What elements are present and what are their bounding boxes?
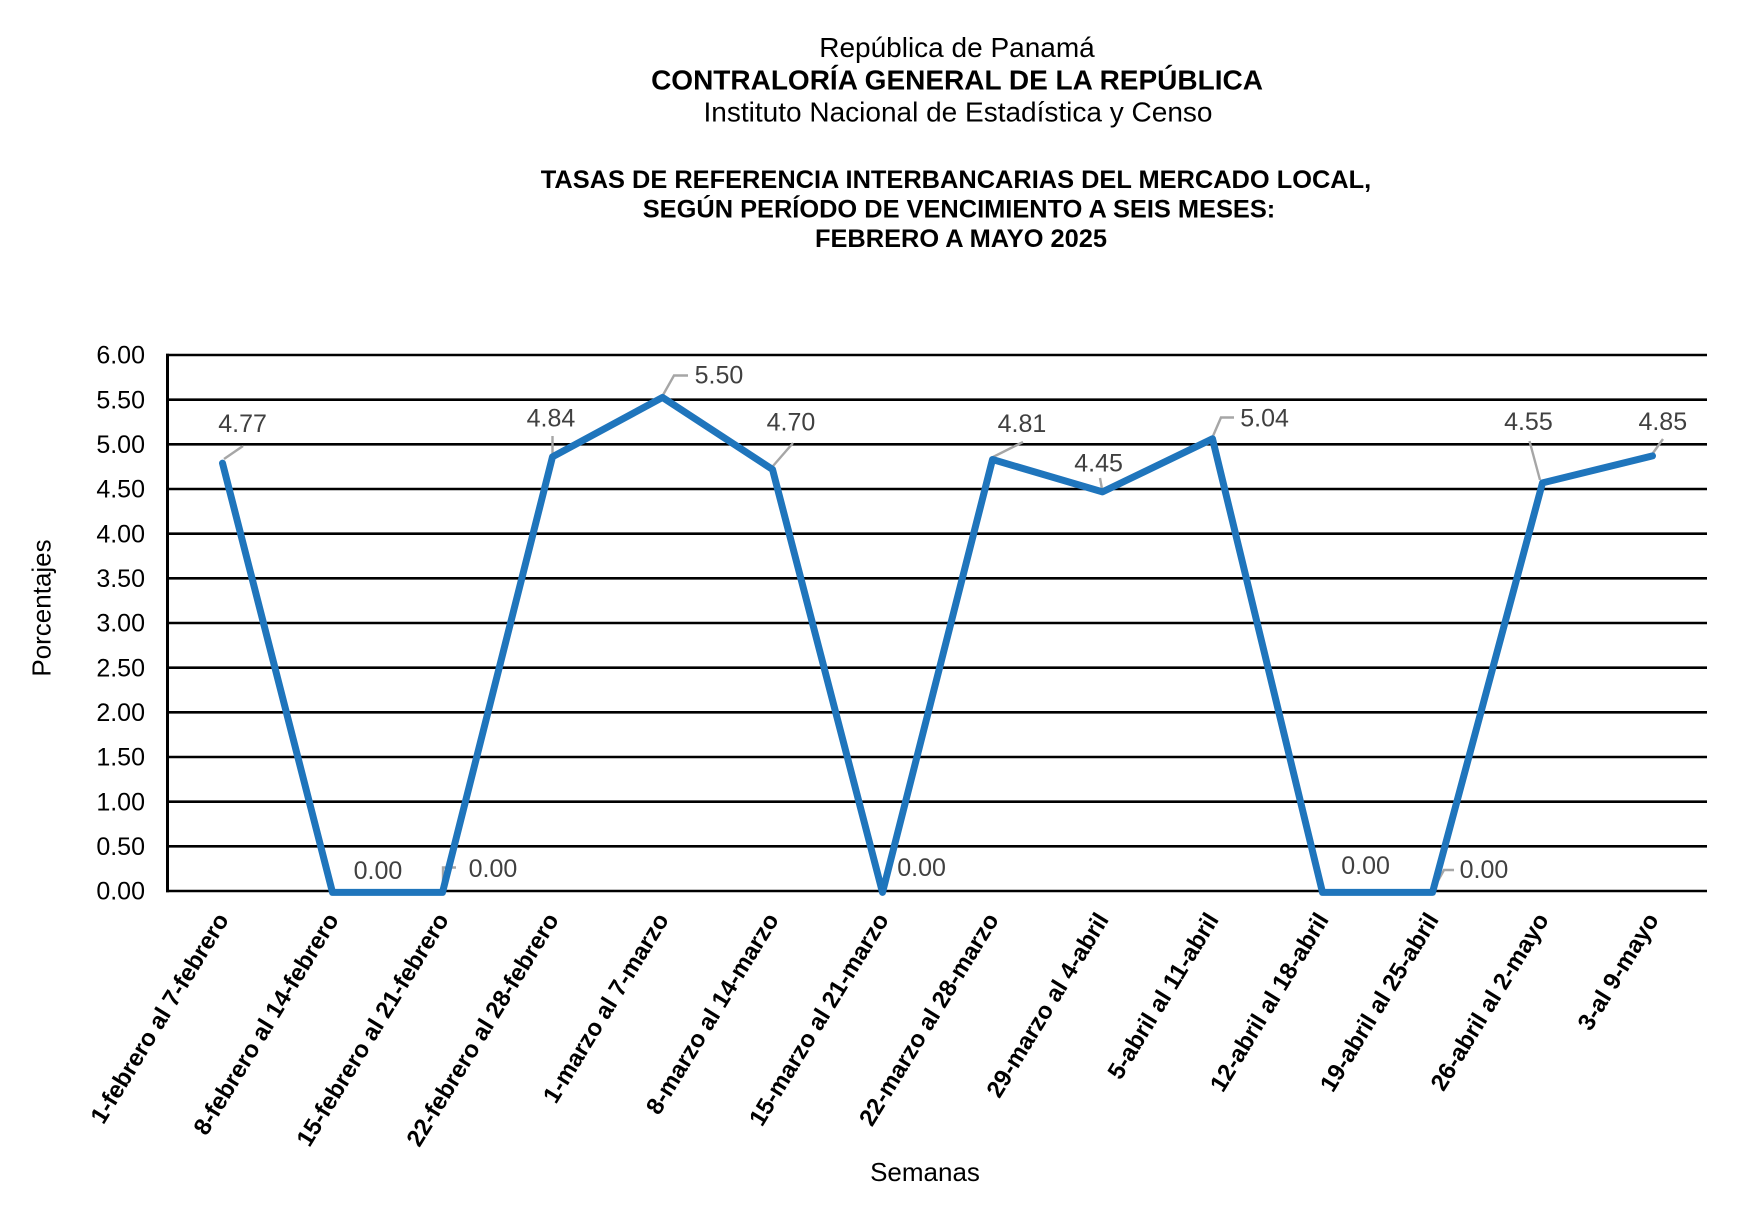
svg-text:1.50: 1.50 [96, 744, 145, 772]
svg-text:5.00: 5.00 [96, 431, 145, 459]
svg-text:6.00: 6.00 [96, 342, 145, 370]
svg-text:FEBRERO A MAYO 2025: FEBRERO A MAYO 2025 [815, 225, 1107, 253]
svg-text:5.04: 5.04 [1240, 404, 1289, 432]
svg-text:4.55: 4.55 [1504, 408, 1553, 436]
svg-text:4.81: 4.81 [998, 410, 1047, 438]
svg-text:5.50: 5.50 [96, 386, 145, 414]
svg-text:4.77: 4.77 [218, 410, 267, 438]
svg-text:3.50: 3.50 [96, 565, 145, 593]
svg-text:0.00: 0.00 [897, 854, 946, 882]
svg-text:Semanas: Semanas [870, 1157, 980, 1187]
svg-text:5.50: 5.50 [695, 361, 744, 389]
svg-text:0.00: 0.00 [96, 878, 145, 906]
svg-text:SEGÚN PERÍODO DE VENCIMIENTO A: SEGÚN PERÍODO DE VENCIMIENTO A SEIS MESE… [643, 194, 1276, 224]
svg-text:0.00: 0.00 [469, 855, 518, 883]
svg-text:4.84: 4.84 [527, 405, 576, 433]
svg-text:TASAS DE REFERENCIA INTERBANCA: TASAS DE REFERENCIA INTERBANCARIAS DEL M… [541, 166, 1371, 194]
svg-text:Porcentajes: Porcentajes [27, 539, 57, 676]
svg-text:4.45: 4.45 [1074, 450, 1123, 478]
svg-text:4.00: 4.00 [96, 520, 145, 548]
svg-text:1.00: 1.00 [96, 788, 145, 816]
svg-text:0.00: 0.00 [1341, 852, 1390, 880]
svg-text:Instituto Nacional de Estadíst: Instituto Nacional de Estadística y Cens… [704, 97, 1213, 128]
svg-text:4.70: 4.70 [767, 409, 816, 437]
svg-text:0.00: 0.00 [354, 857, 403, 885]
svg-text:0.00: 0.00 [1460, 856, 1509, 884]
svg-text:3.00: 3.00 [96, 610, 145, 638]
svg-text:0.50: 0.50 [96, 833, 145, 861]
svg-text:2.50: 2.50 [96, 654, 145, 682]
svg-text:4.50: 4.50 [96, 476, 145, 504]
svg-text:4.85: 4.85 [1638, 408, 1687, 436]
svg-text:CONTRALORÍA GENERAL DE LA REPÚ: CONTRALORÍA GENERAL DE LA REPÚBLICA [651, 65, 1263, 96]
svg-text:República de Panamá: República de Panamá [819, 32, 1095, 63]
svg-text:2.00: 2.00 [96, 699, 145, 727]
